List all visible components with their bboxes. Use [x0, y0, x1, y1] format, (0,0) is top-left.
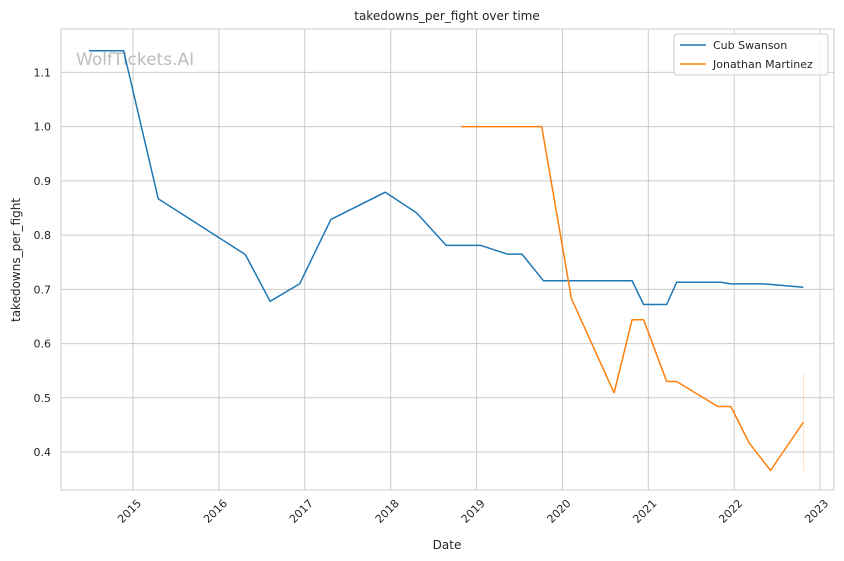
x-tick-label: 2018 — [373, 497, 402, 526]
grid — [61, 29, 834, 490]
x-axis-label: Date — [433, 538, 462, 552]
x-tick-label: 2021 — [630, 497, 659, 526]
y-tick-label: 0.6 — [34, 338, 52, 351]
series-layer — [89, 49, 805, 472]
plot-frame — [60, 28, 835, 491]
chart-title: takedowns_per_fight over time — [354, 9, 540, 23]
legend-box — [673, 33, 829, 76]
y-tick-label: 0.7 — [34, 283, 52, 296]
x-tick-label: 2016 — [201, 497, 230, 526]
x-tick-label: 2020 — [545, 497, 574, 526]
legend-label: Cub Swanson — [713, 39, 787, 52]
legend: Cub Swanson Jonathan Martinez — [673, 33, 829, 76]
y-axis-label: takedowns_per_fight — [9, 198, 23, 322]
y-tick-label: 1.0 — [34, 121, 52, 134]
watermark-text: WolfTickets.AI — [76, 50, 194, 70]
x-tick-label: 2015 — [115, 497, 144, 526]
x-tick-label: 2019 — [459, 497, 488, 526]
x-axis-ticks: 2015 2016 2017 2018 2019 2020 2021 2022 2023 — [115, 497, 831, 526]
y-tick-label: 0.9 — [34, 175, 52, 188]
legend-label: Jonathan Martinez — [712, 58, 813, 71]
x-tick-label: 2017 — [287, 497, 316, 526]
x-tick-label: 2022 — [716, 497, 745, 526]
series-line-2 — [461, 125, 805, 472]
y-axis-ticks: 0.4 0.5 0.6 0.7 0.8 0.9 1.0 1.1 — [34, 66, 52, 459]
x-tick-label: 2023 — [802, 497, 831, 526]
series-line-1 — [89, 49, 804, 306]
y-tick-label: 0.8 — [34, 229, 52, 242]
y-tick-label: 0.4 — [34, 446, 52, 459]
y-tick-label: 1.1 — [34, 66, 52, 79]
y-tick-label: 0.5 — [34, 392, 52, 405]
